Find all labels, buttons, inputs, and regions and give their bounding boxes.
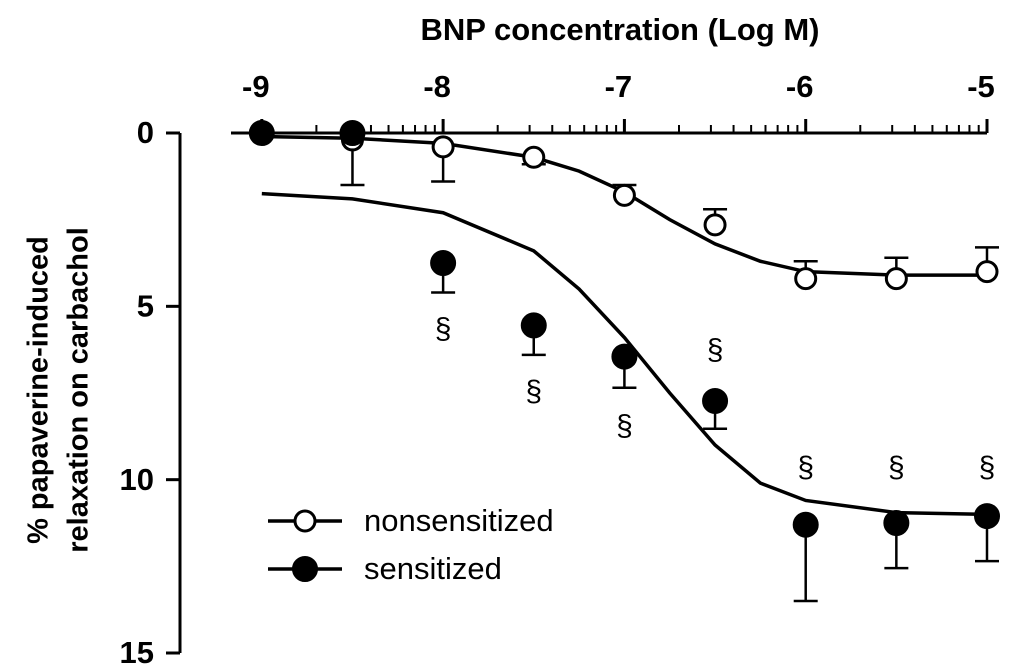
data-point (248, 120, 275, 146)
data-point (975, 260, 999, 284)
data-point (794, 267, 818, 291)
annotation: § (707, 333, 724, 366)
data-point (703, 213, 727, 237)
data-point (430, 250, 457, 276)
legend-label: nonsensitized (364, 503, 554, 538)
y-tick-label: 15 (120, 635, 154, 670)
data-point (431, 135, 455, 159)
legend-marker (292, 556, 318, 582)
data-point (611, 343, 638, 370)
annotation: § (435, 313, 452, 346)
annotation: § (525, 375, 542, 408)
annotation: § (616, 410, 633, 443)
annotation: § (979, 451, 996, 484)
y-axis-label: relaxation on carbachol (63, 227, 95, 553)
x-tick-label: -8 (423, 69, 451, 104)
y-tick-label: 0 (137, 115, 154, 150)
annotation: § (888, 451, 905, 484)
data-point (520, 312, 547, 339)
y-tick-label: 10 (120, 462, 154, 497)
x-tick-label: -7 (605, 69, 633, 104)
data-point (339, 120, 366, 146)
data-point (974, 503, 1000, 530)
data-point (792, 511, 819, 538)
x-tick-label: -5 (967, 69, 995, 104)
chart-title: BNP concentration (Log M) (421, 12, 820, 47)
data-point (884, 267, 908, 291)
legend-marker (293, 509, 317, 533)
data-point (702, 387, 729, 414)
data-point (522, 145, 546, 169)
y-tick-label: 5 (137, 289, 154, 324)
legend-label: sensitized (364, 551, 502, 586)
y-axis-label: % papaverine-induced (23, 236, 55, 544)
data-point (612, 183, 636, 207)
fit-curve (261, 191, 988, 517)
fit-curve (261, 134, 987, 277)
x-tick-label: -6 (786, 69, 814, 104)
annotation: § (797, 451, 814, 484)
data-point (883, 510, 910, 536)
x-tick-label: -9 (242, 69, 270, 104)
